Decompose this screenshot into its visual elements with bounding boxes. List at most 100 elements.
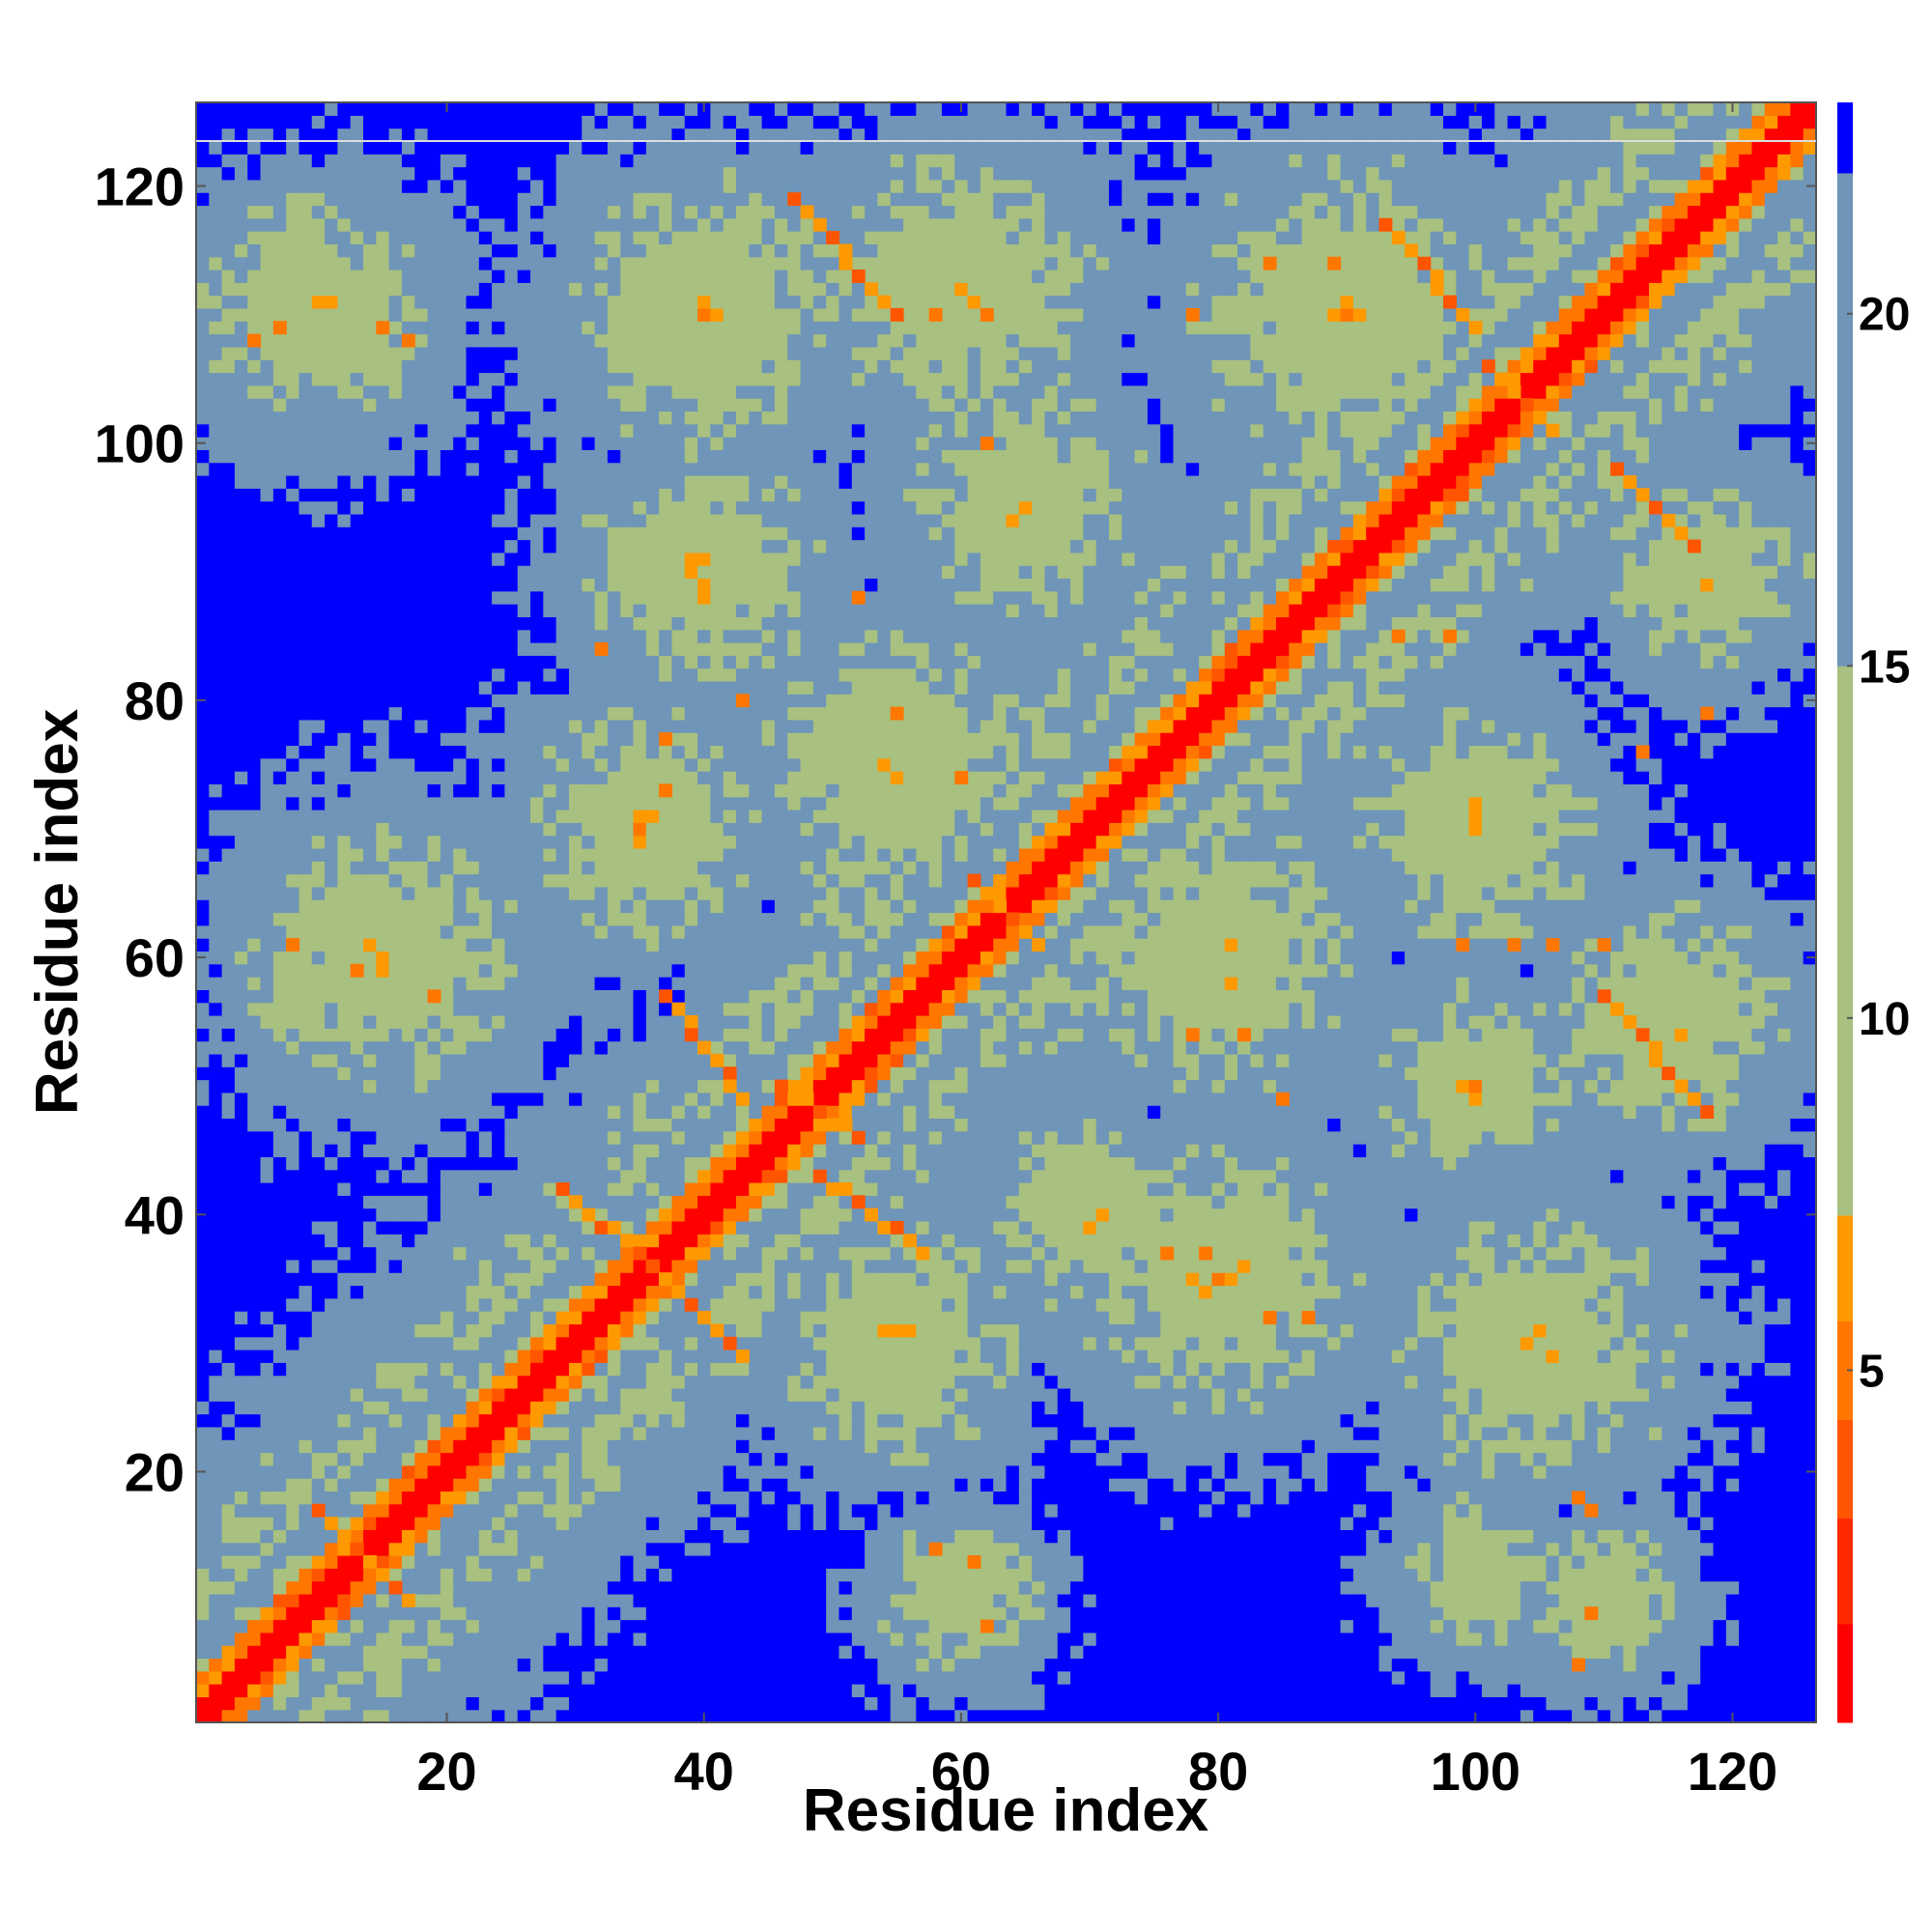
heatmap-cell [453,1554,468,1569]
heatmap-cell [272,899,287,914]
heatmap-cell [594,270,609,283]
heatmap-cell [543,1503,557,1518]
heatmap-cell [196,1311,210,1325]
heatmap-cell [504,1195,519,1209]
heatmap-cell [671,115,686,129]
heatmap-cell [466,1208,480,1222]
heatmap-cell [530,1285,544,1299]
heatmap-cell [568,1658,582,1672]
heatmap-cell [620,398,635,412]
heatmap-cell [555,706,570,721]
heatmap-cell [504,102,519,116]
heatmap-cell [363,1478,377,1492]
heatmap-cell [234,706,248,721]
heatmap-cell [684,437,698,450]
heatmap-cell [427,539,441,554]
heatmap-cell [684,590,698,605]
heatmap-cell [684,604,698,617]
heatmap-cell [272,1350,287,1363]
heatmap-cell [427,321,441,335]
heatmap-cell [311,140,326,155]
heatmap-cell [414,886,429,900]
heatmap-cell [555,642,570,656]
heatmap-cell [286,1336,300,1350]
heatmap-cell [582,1554,596,1569]
heatmap-cell [272,539,287,554]
heatmap-cell [401,810,415,823]
heatmap-cell [401,243,415,258]
heatmap-cell [311,1478,326,1492]
heatmap-cell [504,938,519,952]
heatmap-cell [440,1105,454,1120]
heatmap-cell [440,282,454,297]
heatmap-cell [221,912,236,926]
heatmap-cell [376,372,390,386]
heatmap-cell [325,1478,339,1492]
heatmap-cell [620,1297,635,1312]
heatmap-cell [196,1632,210,1646]
heatmap-cell [684,205,698,219]
heatmap-cell [543,694,557,708]
heatmap-cell [517,732,531,747]
heatmap-cell [414,102,429,116]
heatmap-cell [684,1426,698,1440]
heatmap-cell [478,1144,493,1157]
heatmap-cell [594,1491,609,1505]
heatmap-cell [517,1220,531,1235]
heatmap-cell [209,1144,223,1157]
heatmap-cell [260,1464,274,1479]
heatmap-cell [492,924,506,939]
heatmap-cell [376,1517,390,1530]
heatmap-cell [350,1182,364,1196]
heatmap-cell [466,642,480,656]
heatmap-cell [298,1323,313,1338]
heatmap-cell [196,963,210,978]
heatmap-cell [633,578,647,592]
heatmap-cell [645,488,660,502]
heatmap-cell [286,771,300,785]
heatmap-cell [492,1580,506,1595]
heatmap-cell [388,1554,403,1569]
heatmap-cell [659,1517,673,1530]
heatmap-cell [427,231,441,245]
heatmap-cell [440,179,454,193]
heatmap-cell [350,590,364,605]
heatmap-cell [414,1220,429,1235]
heatmap-cell [414,1439,429,1454]
heatmap-cell [311,1426,326,1440]
heatmap-cell [196,590,210,605]
heatmap-cell [697,1259,711,1273]
heatmap-cell [196,192,210,207]
heatmap-cell [645,1387,660,1402]
heatmap-cell [697,655,711,669]
heatmap-cell [697,680,711,695]
heatmap-cell [388,1350,403,1363]
heatmap-cell [633,437,647,450]
heatmap-cell [337,616,352,631]
heatmap-cell [504,604,519,617]
heatmap-cell [568,1362,582,1377]
heatmap-cell [620,1092,635,1106]
heatmap-cell [388,629,403,643]
heatmap-cell [478,398,493,412]
heatmap-cell [286,1195,300,1209]
heatmap-cell [492,989,506,1004]
heatmap-cell [298,1658,313,1672]
heatmap-cell [517,154,531,168]
heatmap-cell [543,1619,557,1634]
heatmap-cell [466,1580,480,1595]
heatmap-cell [453,1169,468,1183]
heatmap-cell [620,616,635,631]
heatmap-cell [311,359,326,374]
heatmap-cell [260,783,274,798]
heatmap-cell [517,179,531,193]
heatmap-cell [671,951,686,965]
heatmap-cell [325,1272,339,1287]
heatmap-cell [247,539,262,554]
heatmap-cell [620,231,635,245]
heatmap-cell [645,166,660,181]
heatmap-cell [620,102,635,116]
heatmap-cell [684,578,698,592]
heatmap-cell [684,539,698,554]
heatmap-cell [350,771,364,785]
